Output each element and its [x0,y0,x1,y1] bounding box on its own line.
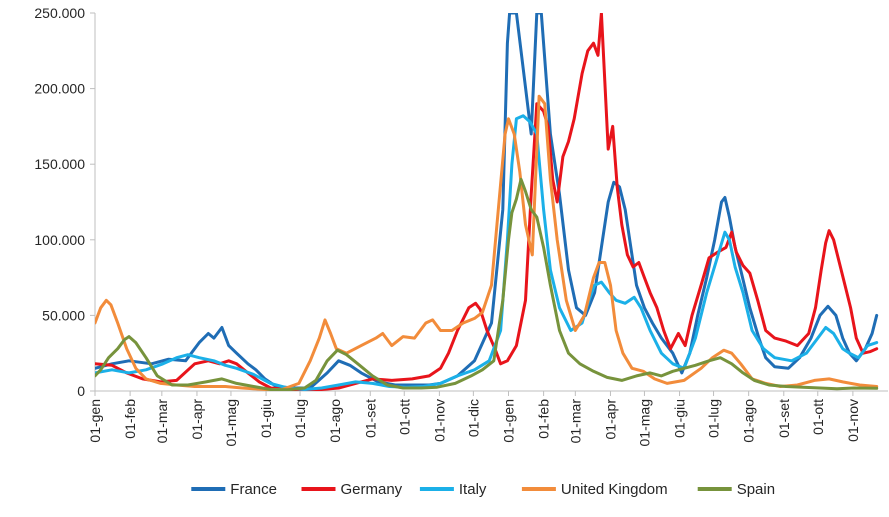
x-tick-label: 01-mar [567,399,583,444]
legend-label: United Kingdom [561,481,668,498]
series-line-italy [95,114,879,391]
legend-label: France [230,481,277,498]
y-tick-label: 100.000 [34,232,85,248]
legend: France Germany Italy United Kingdom Spain [191,481,775,498]
x-tick-label: 01-gen [500,399,516,443]
x-tick-label: 01-apr [602,399,618,440]
x-tick-label: 01-ott [810,399,826,435]
series-line-spain [95,177,879,391]
x-tick-label: 01-apr [189,399,205,440]
legend-item-germany: Germany [301,481,403,498]
axes: 0 50.000 100.000 150.000 200.000 250.000 01-ge… [34,5,888,446]
y-tick-label: 50.000 [42,307,85,323]
legend-label: Italy [459,481,487,498]
series-line-united-kingdom [95,94,879,391]
x-tick-label: 01-mar [154,399,170,444]
x-tick-label: 01-lug [292,399,308,438]
x-tick-label: 01-set [362,399,378,438]
legend-item-italy: Italy [419,481,487,498]
legend-item-united-kingdom: United Kingdom [521,481,668,498]
x-tick-label: 01-ago [327,399,343,443]
x-tick-label: 01-nov [431,399,447,442]
x-tick-label: 01-mag [223,399,239,446]
x-tick-label: 01-ago [741,399,757,443]
x-tick-label: 01-ott [396,399,412,435]
legend-item-france: France [191,481,277,498]
legend-label: Spain [737,481,775,498]
x-tick-label: 01-nov [845,399,861,442]
x-tick-label: 01-set [776,399,792,438]
y-tick-label: 250.000 [34,5,85,21]
legend-label: Germany [341,481,403,498]
x-tick-label: 01-lug [706,399,722,438]
legend-item-spain: Spain [697,481,775,498]
y-tick-label: 200.000 [34,81,85,97]
x-tick-label: 01-feb [536,399,552,439]
x-tick-label: 01-giu [258,399,274,438]
x-tick-label: 01-dic [465,399,481,437]
series-line-france [95,13,879,390]
y-tick-label: 150.000 [34,156,85,172]
x-tick-label: 01-mag [636,399,652,446]
x-tick-label: 01-gen [87,399,103,443]
series-lines [95,13,879,391]
x-tick-label: 01-giu [672,399,688,438]
x-tick-label: 01-feb [122,399,138,439]
y-tick-label: 0 [77,383,85,399]
